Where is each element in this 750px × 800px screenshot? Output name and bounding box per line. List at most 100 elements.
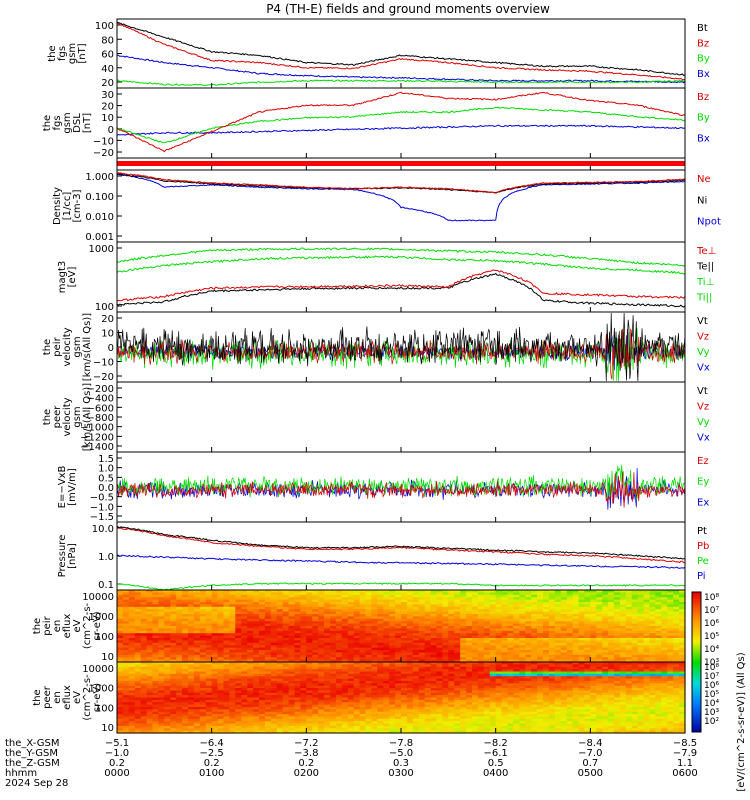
spec-cell bbox=[241, 626, 248, 629]
spec-cell bbox=[270, 604, 278, 608]
spec-cell bbox=[418, 676, 426, 680]
spec-cell bbox=[513, 635, 520, 639]
spec-cell bbox=[365, 709, 372, 713]
spec-cell bbox=[182, 604, 189, 608]
spec-cell bbox=[288, 626, 296, 629]
spec-cell bbox=[513, 599, 520, 603]
spec-cell bbox=[264, 650, 272, 653]
spec-cell bbox=[501, 638, 509, 641]
spec-cell bbox=[430, 714, 438, 718]
spec-cell bbox=[655, 628, 662, 632]
spec-cell bbox=[608, 609, 615, 613]
ylabel-line: gsm bbox=[72, 406, 83, 427]
spec-cell bbox=[460, 599, 467, 603]
spec-cell bbox=[661, 609, 668, 613]
spec-cell bbox=[418, 702, 426, 706]
spec-cell bbox=[424, 621, 432, 625]
spec-cell bbox=[460, 671, 467, 675]
spec-cell bbox=[436, 657, 443, 661]
spec-cell bbox=[679, 633, 686, 637]
spec-cell bbox=[442, 671, 449, 675]
spec-cell bbox=[128, 697, 136, 701]
spec-cell bbox=[193, 602, 201, 605]
spec-cell bbox=[117, 621, 124, 625]
spec-cell bbox=[205, 602, 213, 605]
spec-cell bbox=[501, 618, 509, 622]
spec-cell bbox=[466, 623, 473, 627]
spec-cell bbox=[537, 659, 544, 663]
spec-cell bbox=[158, 640, 165, 644]
spec-cell bbox=[578, 628, 585, 632]
spec-cell bbox=[448, 642, 455, 646]
spec-cell bbox=[122, 606, 130, 610]
spec-cell bbox=[560, 638, 568, 641]
spec-cell bbox=[424, 664, 432, 668]
spec-cell bbox=[347, 640, 355, 644]
spec-cell bbox=[619, 611, 627, 615]
spec-cell bbox=[424, 725, 432, 729]
spec-cell bbox=[572, 621, 580, 625]
spec-cell bbox=[377, 695, 384, 699]
spec-cell bbox=[608, 650, 615, 653]
spec-cell bbox=[430, 590, 438, 593]
spec-cell bbox=[253, 645, 260, 649]
spec-cell bbox=[341, 623, 349, 627]
spec-cell bbox=[276, 592, 284, 596]
spec-cell bbox=[543, 602, 550, 605]
spec-cell bbox=[341, 642, 349, 646]
spec-cell bbox=[217, 638, 225, 641]
spec-cell bbox=[477, 590, 485, 593]
spec-cell bbox=[572, 597, 580, 601]
spec-cell bbox=[531, 621, 538, 625]
spec-cell bbox=[466, 695, 473, 699]
spec-cell bbox=[318, 699, 325, 703]
spec-cell bbox=[430, 630, 438, 634]
spec-cell bbox=[158, 669, 165, 673]
spec-cell bbox=[318, 606, 325, 610]
spec-cell bbox=[472, 592, 479, 596]
spec-cell bbox=[276, 640, 284, 644]
spec-cell bbox=[436, 725, 443, 729]
spec-cell bbox=[158, 618, 165, 622]
spec-cell bbox=[146, 704, 154, 708]
spec-cell bbox=[270, 730, 278, 734]
spec-cell bbox=[365, 635, 372, 639]
spec-cell bbox=[608, 657, 615, 661]
spec-cell bbox=[117, 728, 124, 732]
spec-cell bbox=[477, 592, 485, 596]
spec-cell bbox=[288, 680, 296, 684]
spec-cell bbox=[406, 599, 414, 603]
spec-cell bbox=[152, 685, 159, 689]
spec-cell bbox=[199, 678, 207, 682]
spec-cell bbox=[335, 614, 343, 617]
spec-cell bbox=[259, 680, 266, 684]
spec-cell bbox=[318, 664, 325, 668]
spec-cell bbox=[300, 697, 307, 701]
spec-cell bbox=[347, 676, 355, 680]
legend-By: By bbox=[697, 54, 710, 65]
spec-cell bbox=[679, 618, 686, 622]
spec-cell bbox=[679, 659, 686, 663]
spec-cell bbox=[117, 630, 124, 634]
spec-cell bbox=[543, 642, 550, 646]
spec-cell bbox=[300, 657, 307, 661]
spec-cell bbox=[146, 628, 154, 632]
spec-cell bbox=[188, 690, 195, 694]
spec-cell bbox=[199, 626, 207, 629]
spec-cell bbox=[217, 688, 225, 691]
spec-cell bbox=[590, 657, 597, 661]
spec-cell bbox=[270, 709, 278, 713]
spec-cell bbox=[158, 702, 165, 706]
spec-cell bbox=[448, 594, 455, 598]
spec-cell bbox=[501, 599, 509, 603]
spec-cell bbox=[401, 602, 408, 605]
spec-cell bbox=[389, 669, 396, 673]
spec-cell bbox=[596, 657, 603, 661]
spec-cell bbox=[448, 688, 455, 691]
spec-cell bbox=[602, 602, 609, 605]
spec-cell bbox=[152, 716, 159, 720]
spec-cell bbox=[489, 642, 497, 646]
spec-cell bbox=[188, 633, 195, 637]
spec-cell bbox=[412, 680, 420, 684]
spec-cell bbox=[365, 664, 372, 668]
